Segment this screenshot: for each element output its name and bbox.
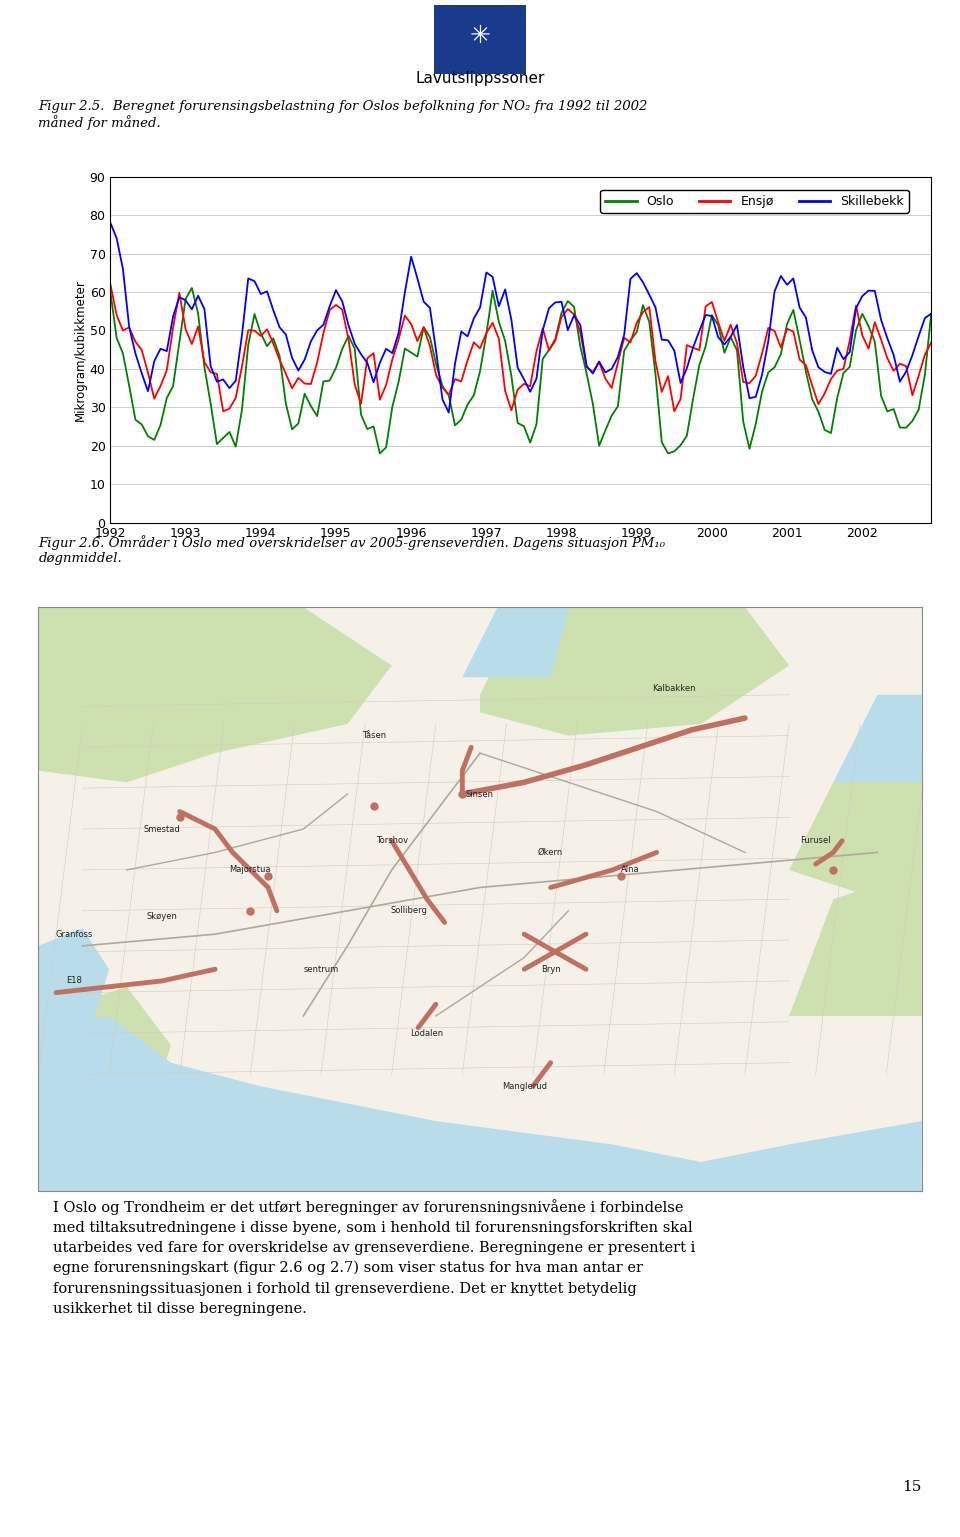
Text: Kalbakken: Kalbakken xyxy=(653,684,696,693)
Legend: Oslo, Ensjø, Skillebekk: Oslo, Ensjø, Skillebekk xyxy=(600,191,908,214)
Polygon shape xyxy=(789,753,922,899)
Text: Skøyen: Skøyen xyxy=(147,911,178,921)
Text: Figur 2.5.  Beregnet forurensingsbelastning for Oslos befolkning for NO₂ fra 199: Figur 2.5. Beregnet forurensingsbelastni… xyxy=(38,100,648,131)
Text: E18: E18 xyxy=(66,976,82,985)
Text: Lavutslippssoner: Lavutslippssoner xyxy=(416,71,544,86)
Text: Manglerud: Manglerud xyxy=(502,1082,546,1091)
Text: Smestad: Smestad xyxy=(144,824,180,833)
Text: 15: 15 xyxy=(902,1480,922,1494)
Text: ✳: ✳ xyxy=(469,23,491,48)
Polygon shape xyxy=(38,987,171,1191)
Text: Granfoss: Granfoss xyxy=(55,930,92,939)
Text: I Oslo og Trondheim er det utført beregninger av forurensningsnivåene i forbinde: I Oslo og Trondheim er det utført beregn… xyxy=(53,1199,695,1316)
Polygon shape xyxy=(38,607,392,782)
Text: sentrum: sentrum xyxy=(303,965,339,974)
Polygon shape xyxy=(38,928,109,1087)
Bar xyxy=(434,5,526,74)
Text: Lodalen: Lodalen xyxy=(411,1028,444,1037)
Polygon shape xyxy=(38,1016,922,1191)
Text: Alna: Alna xyxy=(621,865,639,875)
Text: Furusel: Furusel xyxy=(801,836,831,845)
Polygon shape xyxy=(833,695,922,782)
Text: Bryn: Bryn xyxy=(540,965,561,974)
Y-axis label: Mikrogram/kubikkmeter: Mikrogram/kubikkmeter xyxy=(74,278,86,421)
Text: Torshov: Torshov xyxy=(375,836,408,845)
Polygon shape xyxy=(480,607,789,736)
Text: Majorstua: Majorstua xyxy=(229,865,271,875)
Text: Figur 2.6. Områder i Oslo med overskridelser av 2005-grenseverdien. Dagens situa: Figur 2.6. Områder i Oslo med overskride… xyxy=(38,535,665,564)
Text: Solliberg: Solliberg xyxy=(391,907,428,916)
Text: Sinsen: Sinsen xyxy=(466,790,494,799)
Text: Økern: Økern xyxy=(538,848,564,858)
Text: Tåsen: Tåsen xyxy=(362,732,386,741)
Polygon shape xyxy=(789,870,922,1016)
Polygon shape xyxy=(463,607,568,678)
